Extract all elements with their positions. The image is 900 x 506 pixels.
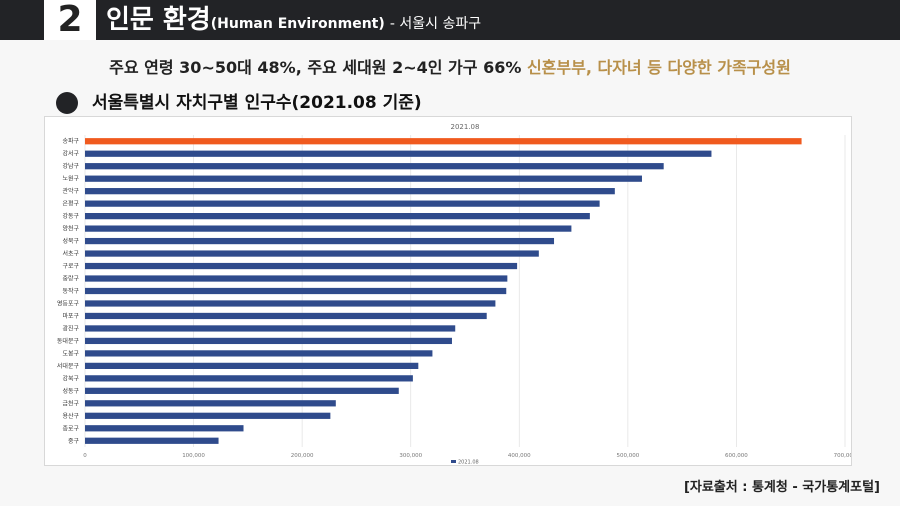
category-label: 마포구 bbox=[62, 312, 79, 320]
bar bbox=[85, 425, 244, 432]
header-title: 인문 환경(Human Environment) - 서울시 송파구 bbox=[106, 0, 481, 40]
legend-swatch bbox=[451, 460, 456, 463]
category-label: 양천구 bbox=[62, 225, 79, 233]
category-label: 서초구 bbox=[62, 250, 79, 258]
category-label: 도봉구 bbox=[62, 349, 79, 357]
bar bbox=[85, 163, 664, 170]
legend-label: 2021.08 bbox=[458, 460, 479, 466]
bar bbox=[85, 400, 336, 407]
bar bbox=[85, 287, 507, 295]
bar bbox=[85, 200, 600, 207]
bar bbox=[85, 312, 487, 320]
bar bbox=[85, 225, 572, 232]
category-label: 종로구 bbox=[62, 425, 79, 432]
section-number: 2 bbox=[44, 0, 96, 40]
category-label: 중랑구 bbox=[62, 276, 79, 283]
summary-highlight: 신혼부부, 다자녀 등 다양한 가족구성원 bbox=[526, 58, 791, 77]
category-label: 관악구 bbox=[62, 187, 79, 195]
x-tick-label: 700,000 bbox=[834, 453, 851, 459]
category-label: 서대문구 bbox=[57, 362, 80, 370]
category-label: 구로구 bbox=[62, 263, 79, 270]
category-label: 강북구 bbox=[62, 374, 79, 382]
page-subtitle: - 서울시 송파구 bbox=[389, 16, 482, 32]
bar bbox=[85, 275, 508, 282]
bar bbox=[85, 325, 456, 332]
source-note: [자료출처 : 통계청 - 국가통계포털] bbox=[683, 480, 880, 495]
bar bbox=[85, 250, 539, 257]
bar bbox=[85, 412, 331, 419]
bar bbox=[85, 237, 555, 245]
category-label: 강서구 bbox=[62, 150, 79, 158]
bar bbox=[85, 437, 219, 444]
bar bbox=[85, 387, 399, 394]
bar bbox=[85, 300, 496, 307]
category-label: 금천구 bbox=[62, 399, 79, 407]
chart-heading: 서울특별시 자치구별 인구수(2021.08 기준) bbox=[92, 93, 422, 113]
bar bbox=[85, 188, 615, 195]
x-tick-label: 300,000 bbox=[399, 453, 422, 459]
category-label: 동대문구 bbox=[57, 337, 80, 345]
category-label: 성동구 bbox=[62, 387, 79, 395]
chart-container: 2021.08 0 100,000 200,000 300,000 400,000 500,… bbox=[44, 116, 857, 466]
bar bbox=[85, 350, 433, 357]
chart-title: 2021.08 bbox=[451, 123, 480, 131]
bar bbox=[85, 138, 802, 145]
bar bbox=[85, 175, 642, 182]
x-tick-label: 0 bbox=[83, 453, 87, 459]
x-tick-label: 200,000 bbox=[291, 453, 314, 459]
bar bbox=[85, 362, 419, 369]
summary-line: 주요 연령 30~50대 48%, 주요 세대원 2~4인 가구 66% 신혼부… bbox=[0, 54, 900, 78]
category-label: 용산구 bbox=[62, 412, 79, 420]
bar bbox=[85, 337, 452, 345]
bar bbox=[85, 262, 518, 270]
x-tick-label: 400,000 bbox=[508, 453, 531, 459]
category-label: 강남구 bbox=[62, 162, 79, 170]
bar bbox=[85, 375, 413, 382]
category-label: 동작구 bbox=[62, 288, 79, 295]
page-title-english: (Human Environment) bbox=[210, 16, 385, 32]
bullet-icon bbox=[56, 92, 78, 114]
x-tick-label: 500,000 bbox=[616, 453, 639, 459]
page-title: 인문 환경 bbox=[106, 5, 211, 35]
x-tick-label: 600,000 bbox=[725, 453, 748, 459]
category-label: 중구 bbox=[68, 438, 80, 445]
category-label: 노원구 bbox=[62, 175, 79, 183]
x-tick-label: 100,000 bbox=[182, 453, 205, 459]
category-label: 강동구 bbox=[62, 212, 79, 220]
category-label: 영등포구 bbox=[57, 299, 80, 307]
bar-chart: 2021.08 0 100,000 200,000 300,000 400,000 500,… bbox=[57, 123, 857, 466]
category-label: 송파구 bbox=[62, 137, 79, 145]
bar bbox=[85, 213, 590, 220]
bar bbox=[85, 150, 712, 157]
summary-main: 주요 연령 30~50대 48%, 주요 세대원 2~4인 가구 66% bbox=[109, 58, 522, 77]
category-label: 성북구 bbox=[62, 237, 79, 245]
header-bar bbox=[0, 0, 900, 40]
category-label: 은평구 bbox=[62, 200, 79, 208]
category-label: 광진구 bbox=[62, 324, 79, 332]
